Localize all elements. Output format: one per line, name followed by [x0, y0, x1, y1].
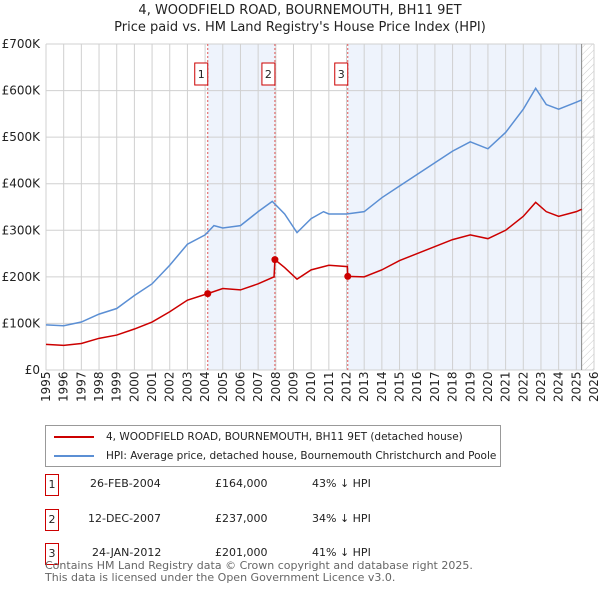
- x-tick-label: 1998: [92, 371, 106, 402]
- x-tick-label: 2022: [516, 371, 530, 402]
- x-tick-label: 2019: [463, 371, 477, 402]
- sale-badge-label: 1: [198, 68, 205, 81]
- x-tick-label: 2012: [340, 371, 354, 402]
- blue-line-swatch: [54, 455, 94, 457]
- y-tick-label: £400K: [2, 177, 42, 191]
- sale-point: [271, 256, 279, 264]
- forecast-hatch: [581, 44, 594, 370]
- chart-title: 4, WOODFIELD ROAD, BOURNEMOUTH, BH11 9ET: [138, 3, 462, 18]
- x-tick-label: 2007: [251, 371, 265, 402]
- sale-price: £201,000: [215, 546, 268, 559]
- price-chart: 1995 1996 1997 1998 1999 2000 2001 2002 2003 2004…: [2, 37, 600, 402]
- x-tick-label: 2011: [322, 371, 336, 402]
- sale-date: 24-JAN-2012: [92, 546, 162, 559]
- x-tick-label: 2017: [428, 371, 442, 402]
- legend-label: HPI: Average price, detached house, Bour…: [106, 450, 497, 462]
- x-tick-label: 1995: [39, 371, 53, 402]
- x-tick-label: 2005: [216, 371, 230, 402]
- sale-hpi: 43% ↓ HPI: [312, 477, 371, 490]
- x-tick-label: 1996: [57, 371, 71, 402]
- legend-item-hpi: HPI: Average price, detached house, Bour…: [54, 447, 496, 465]
- shaded-region: [347, 44, 582, 370]
- sale-row: 3 24-JAN-2012 £201,000 41% ↓ HPI: [45, 543, 445, 565]
- sale-date: 26-FEB-2004: [90, 477, 161, 490]
- footer-line1: Contains HM Land Registry data © Crown c…: [45, 559, 473, 572]
- x-tick-label: 2025: [569, 371, 583, 402]
- x-tick-label: 2008: [269, 371, 283, 402]
- x-tick-label: 2001: [145, 371, 159, 402]
- x-tick-label: 1997: [74, 371, 88, 402]
- x-tick-label: 2021: [499, 371, 513, 402]
- x-tick-label: 2015: [393, 371, 407, 402]
- x-tick-label: 2016: [410, 371, 424, 402]
- sale-row: 2 12-DEC-2007 £237,000 34% ↓ HPI: [45, 509, 445, 531]
- x-tick-label: 2014: [375, 371, 389, 402]
- sale-hpi: 41% ↓ HPI: [312, 546, 371, 559]
- x-tick-label: 2026: [587, 371, 600, 402]
- y-tick-label: £200K: [2, 270, 42, 284]
- x-tick-label: 2009: [286, 371, 300, 402]
- legend: 4, WOODFIELD ROAD, BOURNEMOUTH, BH11 9ET…: [45, 425, 501, 467]
- y-tick-label: £100K: [2, 316, 42, 330]
- y-tick-label: £300K: [2, 223, 42, 237]
- sale-badge-box: [194, 62, 209, 86]
- sale-date: 12-DEC-2007: [88, 512, 162, 525]
- footer-line2: This data is licensed under the Open Gov…: [45, 571, 396, 584]
- x-tick-label: 2023: [534, 371, 548, 402]
- x-tick-label: 2010: [304, 371, 318, 402]
- sale-badge-label: 3: [338, 68, 345, 81]
- sale-badge-box: [334, 62, 349, 86]
- sale-badge: 2: [45, 509, 59, 531]
- sale-badge: 1: [45, 474, 59, 496]
- x-tick-label: 1999: [110, 371, 124, 402]
- sale-badge-box: [261, 62, 276, 86]
- legend-label: 4, WOODFIELD ROAD, BOURNEMOUTH, BH11 9ET…: [106, 431, 463, 443]
- y-tick-label: £600K: [2, 84, 42, 98]
- x-tick-label: 2018: [446, 371, 460, 402]
- x-tick-label: 2020: [481, 371, 495, 402]
- x-tick-label: 2000: [127, 371, 141, 402]
- y-tick-label: £700K: [2, 37, 42, 51]
- sale-point: [204, 290, 212, 298]
- x-tick-label: 2013: [357, 371, 371, 402]
- series-line: [45, 201, 582, 347]
- sale-badge: 3: [45, 543, 59, 565]
- legend-item-property: 4, WOODFIELD ROAD, BOURNEMOUTH, BH11 9ET…: [54, 428, 463, 446]
- x-tick-label: 2002: [163, 371, 177, 402]
- red-line-swatch: [54, 436, 94, 438]
- sale-row: 1 26-FEB-2004 £164,000 43% ↓ HPI: [45, 474, 445, 496]
- sale-badge-label: 2: [265, 68, 272, 81]
- footer: Contains HM Land Registry data © Crown c…: [45, 560, 473, 584]
- series-line: [45, 86, 582, 327]
- x-tick-label: 2024: [552, 371, 566, 402]
- sale-price: £237,000: [215, 512, 268, 525]
- y-tick-label: £500K: [2, 130, 42, 144]
- x-tick-label: 2006: [233, 371, 247, 402]
- sale-price: £164,000: [215, 477, 268, 490]
- sale-point: [344, 272, 352, 280]
- y-tick-label: £0: [25, 363, 40, 377]
- chart-subtitle: Price paid vs. HM Land Registry's House …: [114, 20, 486, 35]
- x-tick-label: 2003: [180, 371, 194, 402]
- x-tick-label: 2004: [198, 371, 212, 402]
- sale-hpi: 34% ↓ HPI: [312, 512, 371, 525]
